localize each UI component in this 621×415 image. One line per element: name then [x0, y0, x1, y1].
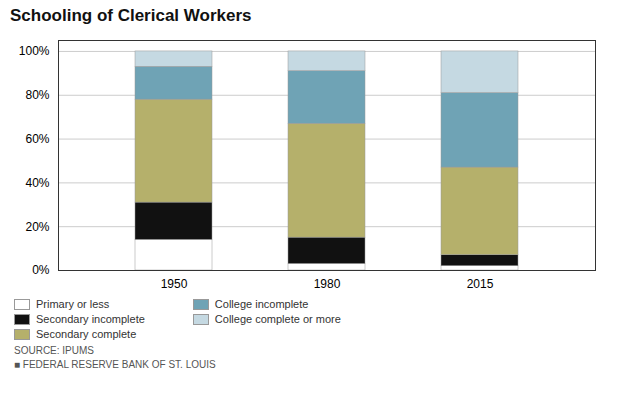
html-text:Schooling of Clerical Workers: Schooling of Clerical Workers: [10, 6, 252, 25]
html-text:College complete or more: College complete or more: [214, 313, 341, 325]
svg-text:20%: 20%: [25, 220, 49, 234]
svg-text:40%: 40%: [25, 176, 49, 190]
html-text:College incomplete: College incomplete: [214, 298, 309, 310]
svg-text:100%: 100%: [19, 44, 50, 58]
svg-text:1980: 1980: [314, 277, 341, 291]
svg-text:2015: 2015: [467, 277, 494, 291]
html-text:Secondary incomplete: Secondary incomplete: [36, 313, 145, 325]
svg-text:1950: 1950: [161, 277, 188, 291]
html-text:Primary or less: Primary or less: [36, 298, 110, 310]
html-text:■ FEDERAL RESERVE BANK OF ST.: ■ FEDERAL RESERVE BANK OF ST. LOUIS: [14, 359, 216, 370]
svg-text:60%: 60%: [25, 132, 49, 146]
svg-text:80%: 80%: [25, 88, 49, 102]
html-text:Secondary complete: Secondary complete: [36, 328, 137, 340]
svg-text:0%: 0%: [32, 263, 50, 277]
html-text:SOURCE: IPUMS: SOURCE: IPUMS: [14, 345, 94, 356]
